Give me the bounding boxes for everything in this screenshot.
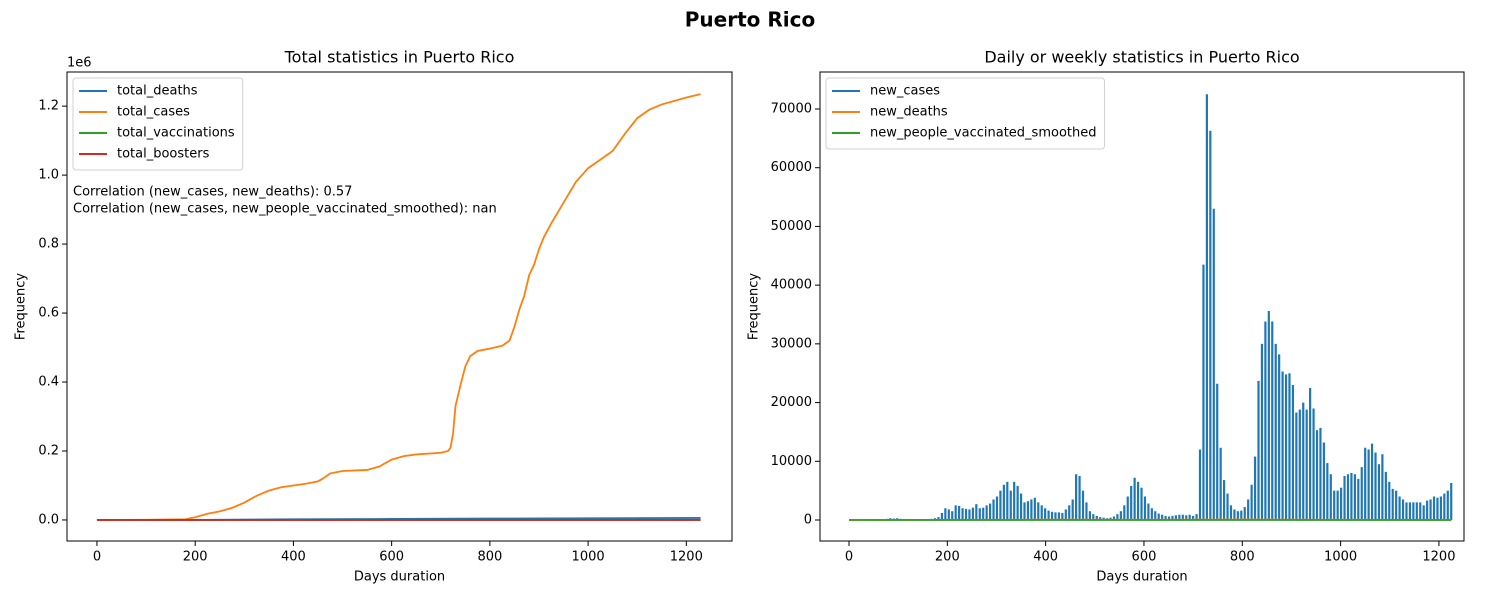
y-tick-label: 0.4 [38,375,59,390]
legend-label: total_cases [117,105,190,120]
x-tick-label: 0 [845,550,853,565]
y-tick-label: 10000 [771,454,812,469]
y-axis-label: Frequency [747,273,762,340]
x-tick-label: 0 [93,550,101,565]
x-tick-label: 1200 [670,550,703,565]
y-tick-label: 70000 [771,101,812,116]
legend-label: new_people_vaccinated_smoothed [870,126,1096,141]
y-tick-label: 0.2 [38,443,59,458]
x-tick-label: 800 [477,550,502,565]
axes-frame [66,71,733,542]
y-tick-label: 50000 [771,219,812,234]
y-tick-label: 0.0 [38,512,59,527]
legend-label: new_cases [870,84,940,99]
legend: new_cases new_deaths new_people_vaccinated… [825,77,1105,150]
y-tick-label: 0.6 [38,306,59,321]
legend-frame [825,77,1105,150]
y-axis-label: Frequency [14,273,29,340]
x-tick-label: 600 [379,550,404,565]
legend-label: total_deaths [117,84,198,99]
y-tick-label: 40000 [771,278,812,293]
x-tick-label: 600 [1132,550,1157,565]
x-tick-label: 200 [183,550,208,565]
legend-label: new_deaths [870,105,948,120]
annotation: Correlation (new_cases, new_deaths): 0.5… [73,185,352,200]
legend-label: total_boosters [117,147,210,162]
legend: total_deaths total_cases total_vaccination… [72,77,244,171]
x-tick-label: 1000 [1324,550,1357,565]
axes: Total statistics in Puerto Rico Days dura… [14,48,733,585]
axes: Daily or weekly statistics in Puerto Ric… [747,48,1465,585]
x-axis-label: Days duration [354,570,445,585]
y-tick-label: 1.0 [38,168,59,183]
axes-title: Total statistics in Puerto Rico [284,48,515,67]
x-tick-label: 1200 [1422,550,1455,565]
axes-frame [819,71,1465,542]
y-tick-label: 0.8 [38,237,59,252]
series-line [96,93,701,521]
axes-title: Daily or weekly statistics in Puerto Ric… [984,48,1299,67]
legend-frame [72,77,244,171]
y-tick-label: 20000 [771,395,812,410]
legend-label: total_vaccinations [117,126,235,141]
x-tick-label: 400 [1033,550,1058,565]
x-axis-label: Days duration [1096,570,1187,585]
x-tick-label: 400 [281,550,306,565]
plot-area [96,93,701,521]
y-tick-label: 0 [804,512,812,527]
x-tick-label: 1000 [572,550,605,565]
y-tick-label: 60000 [771,160,812,175]
y-tick-label: 30000 [771,336,812,351]
annotation: Correlation (new_cases, new_people_vacci… [73,202,497,217]
figure-title: Puerto Rico [685,8,815,32]
x-tick-label: 800 [1230,550,1255,565]
x-tick-label: 200 [935,550,960,565]
y-tick-label: 1.2 [38,99,59,114]
plot-area [848,94,1453,521]
offset-label: 1e6 [67,56,92,71]
